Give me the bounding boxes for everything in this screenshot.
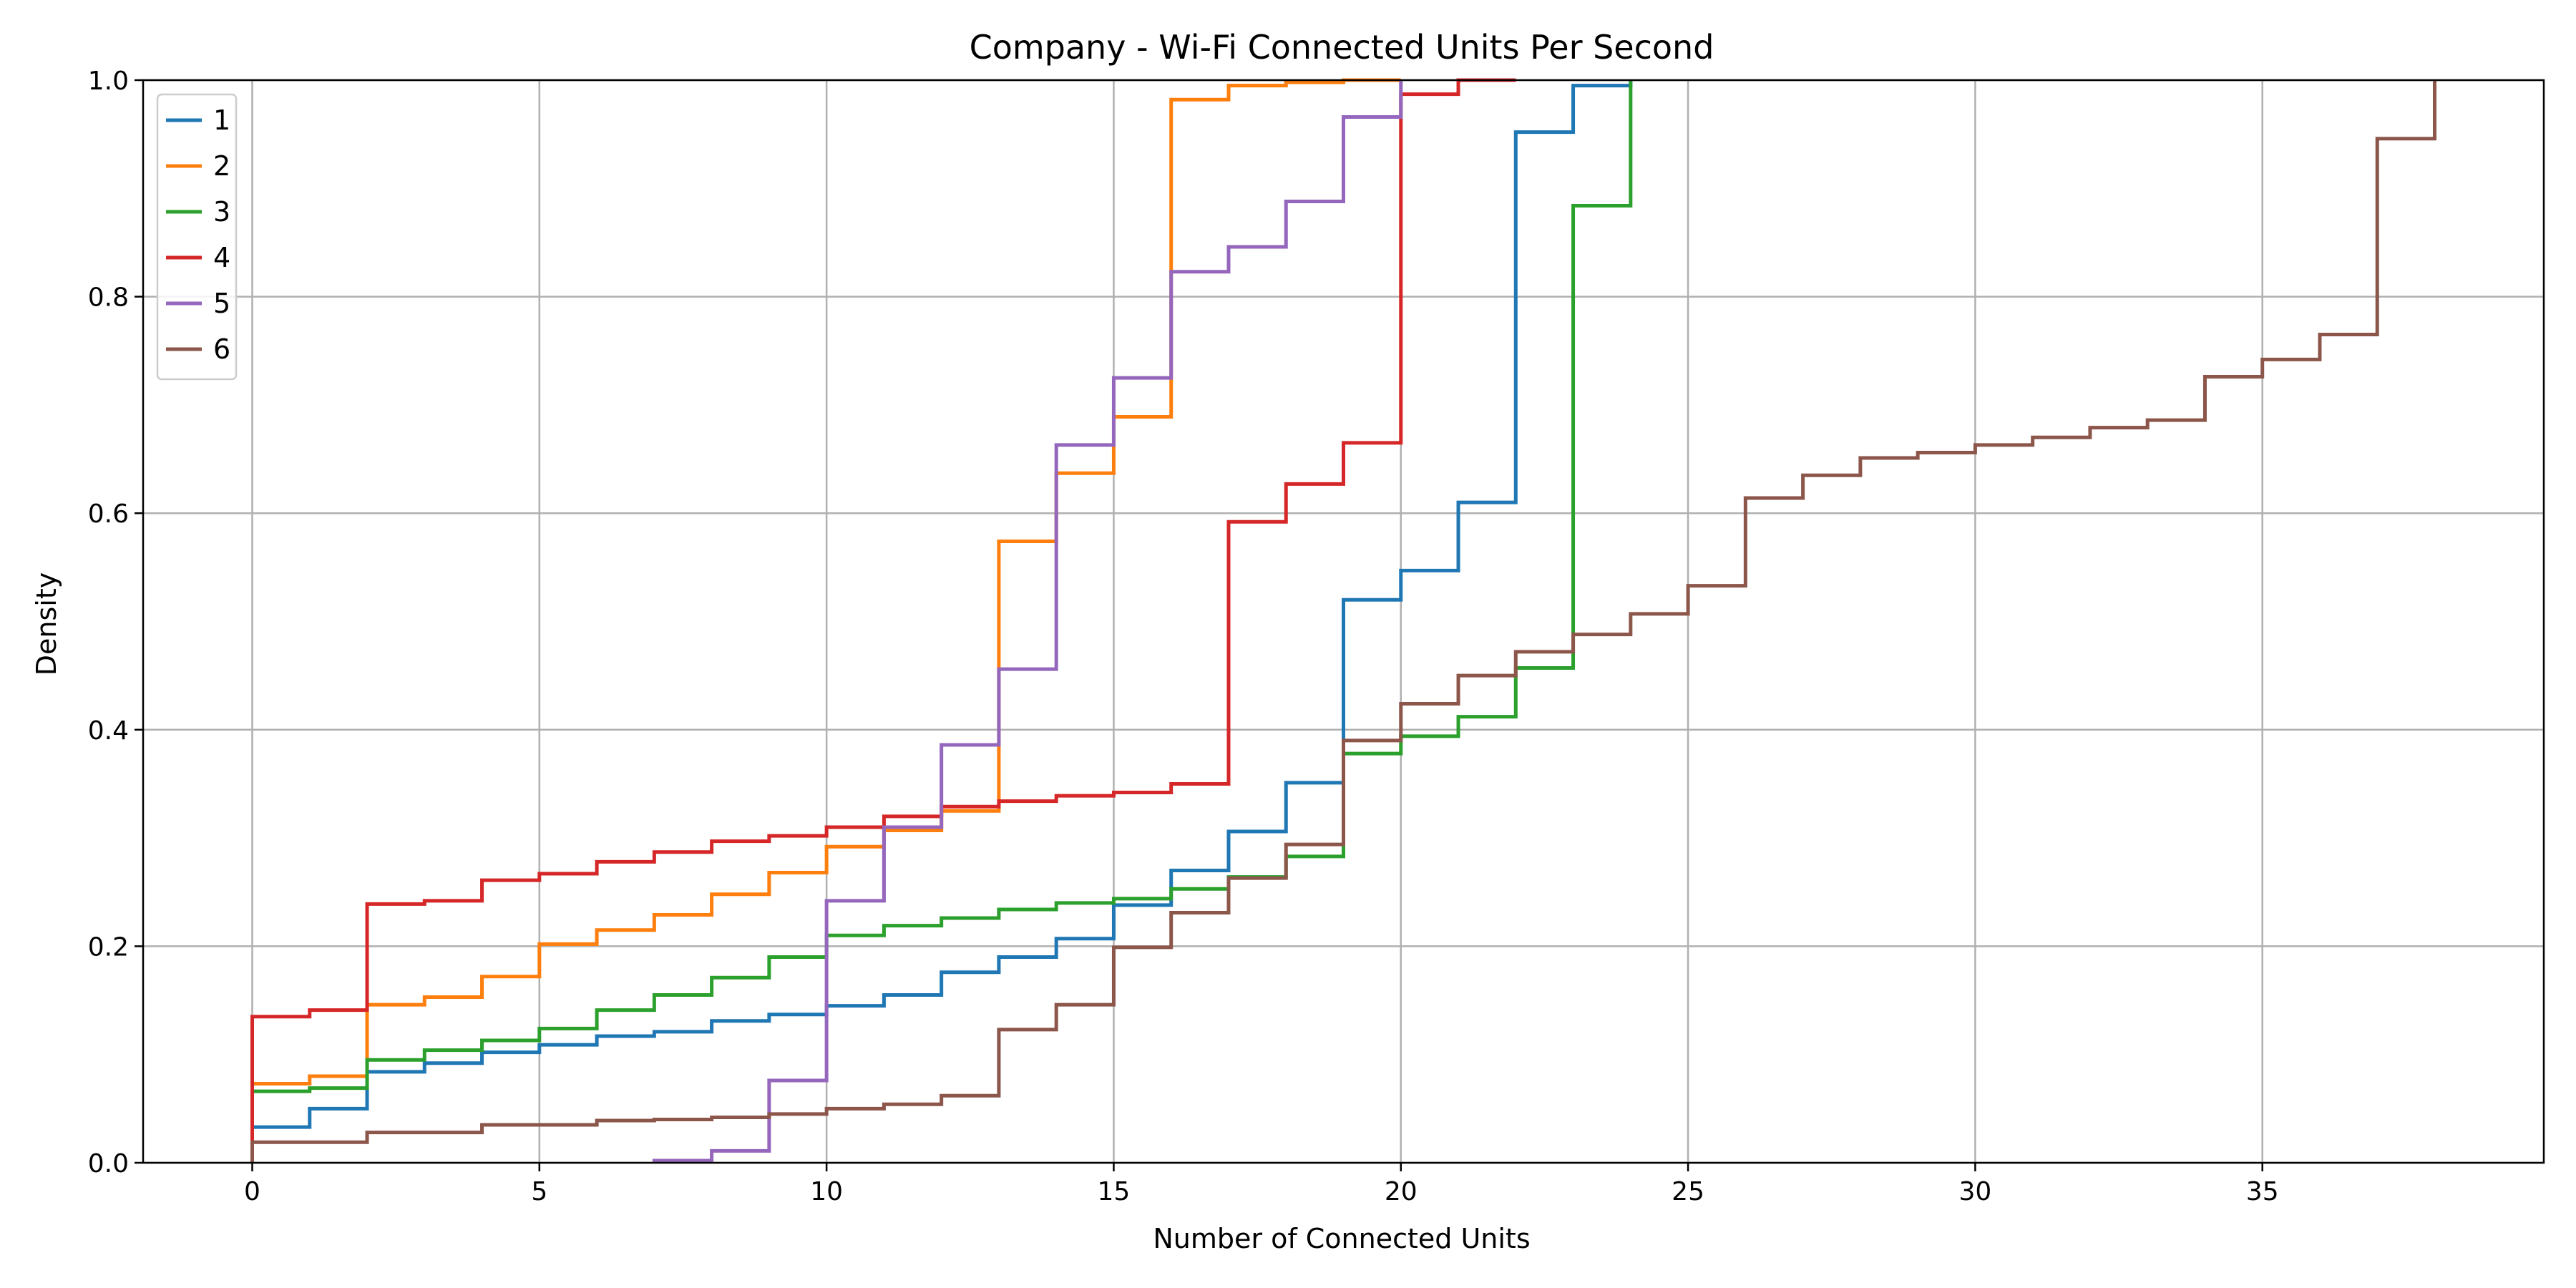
x-tick-label: 30	[1958, 1177, 1991, 1206]
y-tick-label: 1.0	[88, 67, 129, 96]
x-tick-label: 20	[1385, 1177, 1418, 1206]
legend-label: 5	[213, 288, 230, 319]
y-tick-label: 0.6	[88, 499, 129, 529]
x-axis-label: Number of Connected Units	[1153, 1223, 1530, 1254]
x-tick-label: 25	[1672, 1177, 1704, 1206]
legend-label: 1	[213, 104, 230, 136]
y-tick-label: 0.4	[88, 716, 129, 746]
y-tick-label: 0.2	[88, 932, 129, 962]
legend-label: 2	[213, 150, 230, 182]
series-line-6	[250, 80, 2436, 1163]
x-tick-label: 5	[531, 1177, 547, 1206]
x-tick-label: 10	[810, 1177, 843, 1206]
legend-label: 4	[213, 242, 230, 273]
y-tick-label: 0.8	[88, 283, 129, 313]
y-tick-label: 0.0	[88, 1149, 129, 1179]
y-axis-label: Density	[31, 572, 62, 675]
x-tick-label: 35	[2246, 1177, 2279, 1206]
chart-title: Company - Wi-Fi Connected Units Per Seco…	[970, 28, 1714, 67]
y-axis: 0.0 0.2 0.4 0.6 0.8 1.0	[88, 67, 143, 1179]
legend-label: 6	[213, 333, 230, 365]
series-group	[250, 78, 2436, 1163]
x-axis: 0 5 10 15 20 25 30 35	[244, 1163, 2279, 1206]
plot-frame	[142, 79, 2545, 1164]
series-line-1	[250, 80, 1633, 1163]
x-tick-label: 15	[1098, 1177, 1131, 1206]
x-tick-label: 0	[244, 1177, 260, 1206]
legend-label: 3	[213, 196, 230, 228]
legend: 1 2 3 4 5 6	[156, 93, 238, 381]
series-line-2	[250, 78, 1401, 1163]
